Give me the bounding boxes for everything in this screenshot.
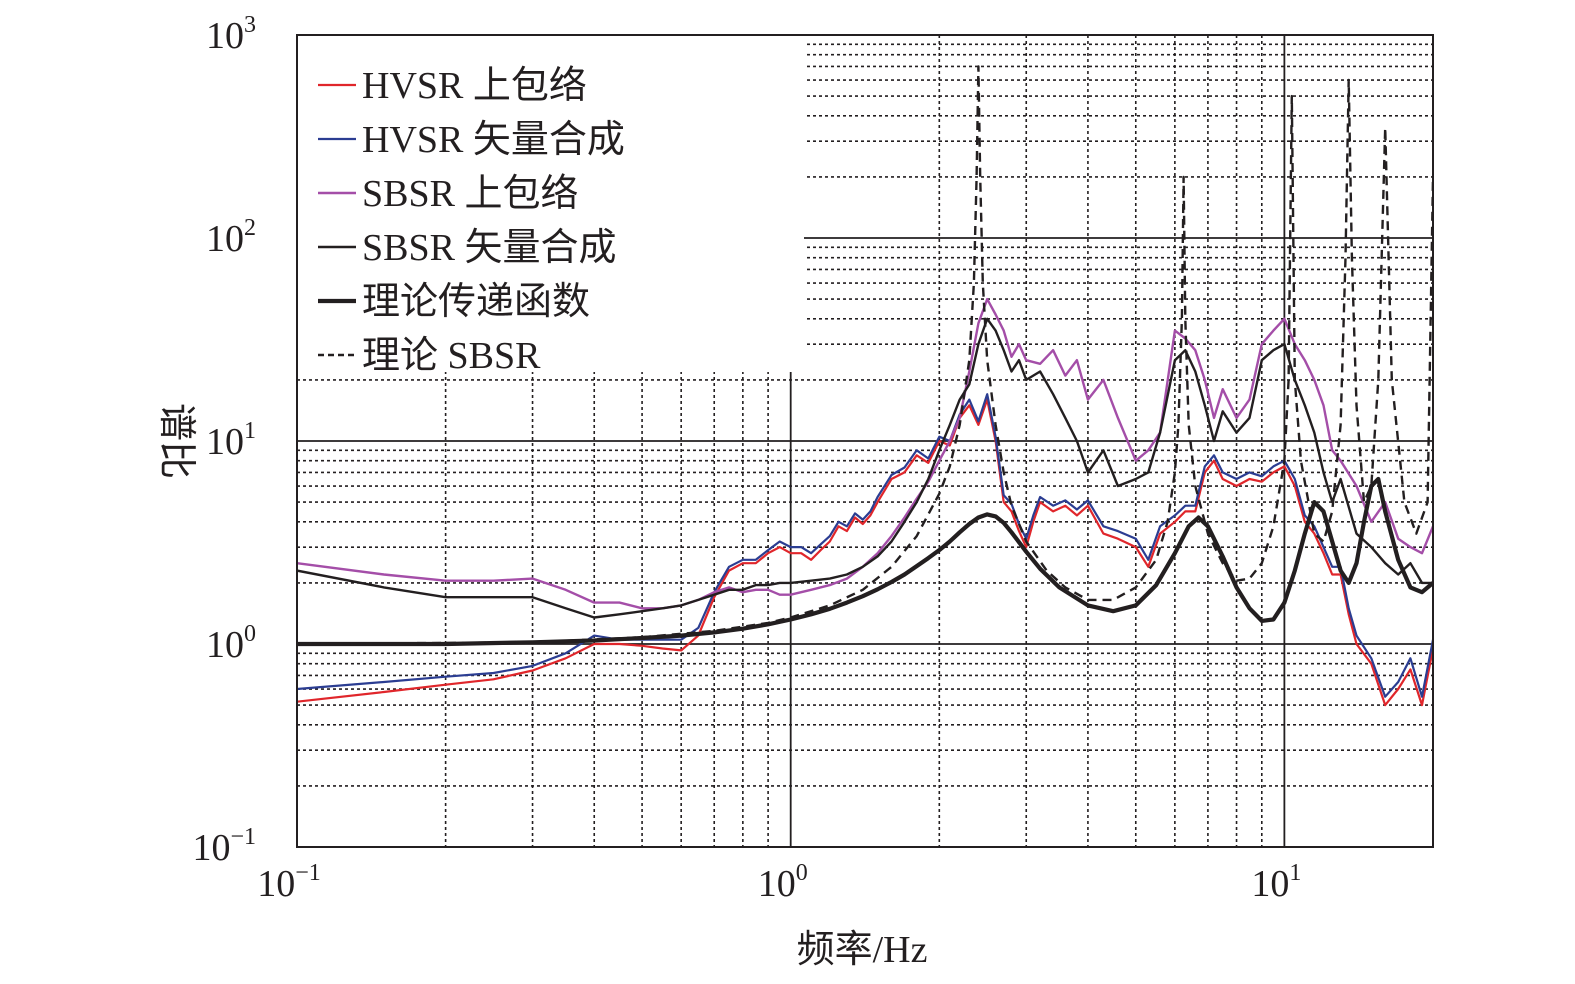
y-tick-label: 102 — [206, 215, 256, 260]
y-tick-label: 100 — [206, 621, 256, 666]
legend-label-3: SBSR 上包络 — [362, 173, 578, 215]
legend-label-5: 理论传递函数 — [362, 281, 590, 323]
legend-label-4: SBSR 矢量合成 — [362, 227, 616, 269]
x-axis-label: 频率/Hz — [797, 929, 928, 971]
data-series — [297, 65, 1433, 707]
y-tick-label: 10−1 — [192, 824, 256, 869]
series-line-5 — [297, 476, 1433, 647]
x-tick-label: 10−1 — [257, 860, 321, 905]
legend-label-2: HVSR 矢量合成 — [362, 119, 625, 161]
x-tick-label: 101 — [1251, 860, 1301, 905]
legend-label-6: 理论 SBSR — [362, 335, 541, 377]
series-line-6 — [297, 65, 1433, 646]
plot-frame — [296, 34, 1434, 848]
tick-labels: 10−1 100 101 10−1 100 101 102 103 — [192, 12, 1301, 905]
y-axis-label: 谱比 — [155, 403, 197, 479]
y-tick-label: 103 — [206, 12, 256, 57]
legend-background — [297, 0, 804, 372]
y-tick-label: 101 — [206, 418, 256, 463]
x-tick-label: 100 — [758, 860, 808, 905]
legend: HVSR 上包络 HVSR 矢量合成 SBSR 上包络 SBSR 矢量合成理论传递函数… — [318, 65, 625, 377]
series-line-2 — [297, 393, 1433, 698]
legend-label-1: HVSR 上包络 — [362, 65, 587, 107]
